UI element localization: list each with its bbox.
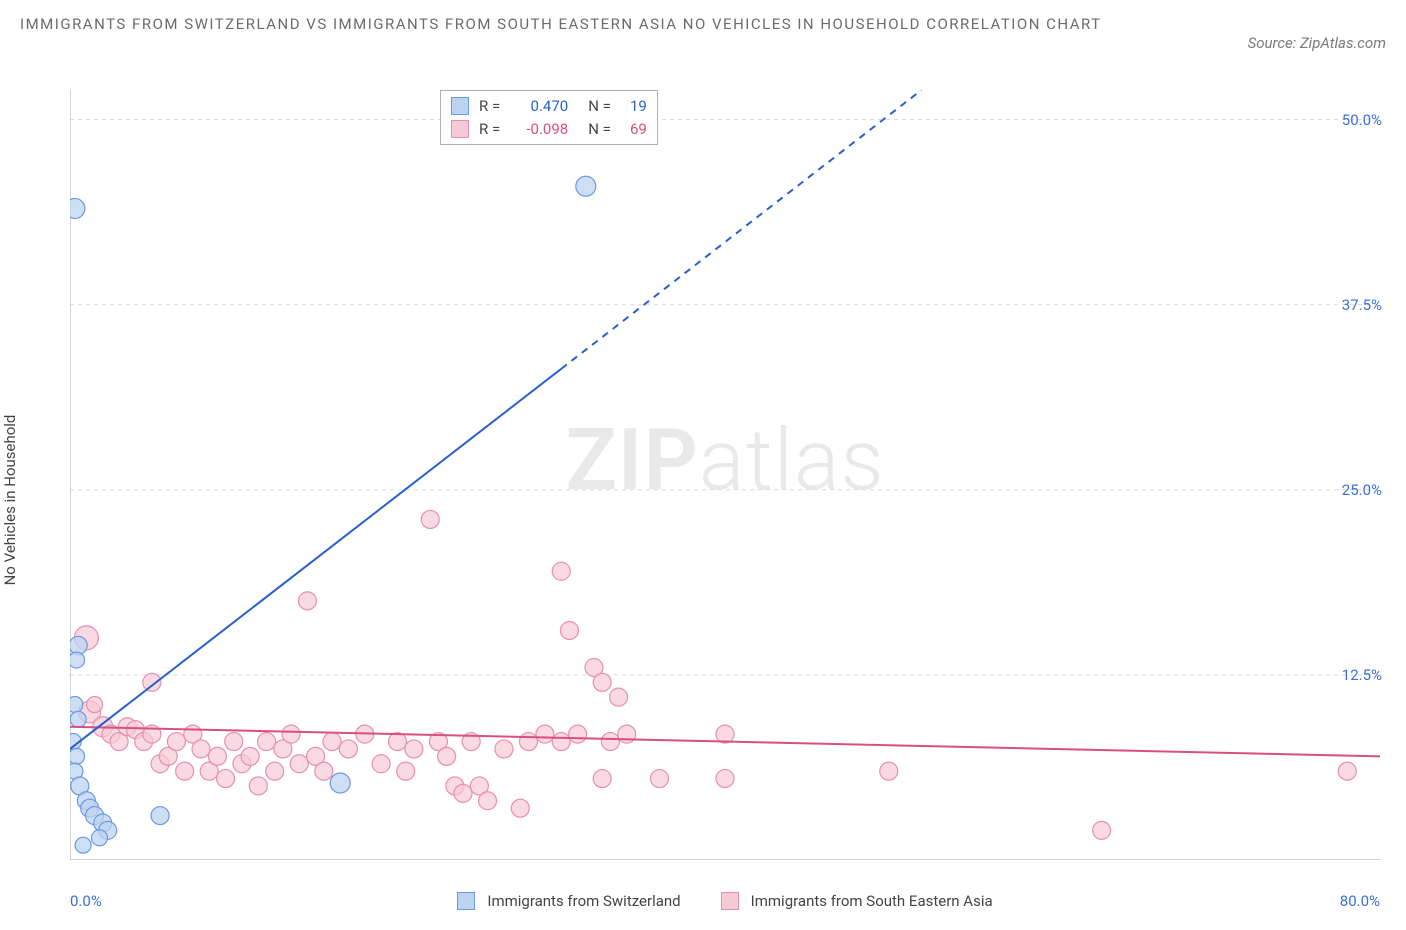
y-tick-label: 37.5% <box>1342 296 1382 314</box>
legend-label: Immigrants from Switzerland <box>487 892 680 910</box>
n-label: N = <box>588 95 611 118</box>
legend-label: Immigrants from South Eastern Asia <box>751 892 993 910</box>
source-attribution: Source: ZipAtlas.com <box>1248 34 1386 52</box>
n-value: 19 <box>617 95 647 118</box>
legend-swatch <box>451 120 469 138</box>
r-value: -0.098 <box>506 118 568 141</box>
stats-row: R = 0.470 N = 19 <box>451 95 647 118</box>
legend-item: Immigrants from South Eastern Asia <box>721 892 993 910</box>
legend-swatch <box>457 892 475 910</box>
n-label: N = <box>588 118 611 141</box>
x-axis-min-label: 0.0% <box>70 892 102 910</box>
chart-header: IMMIGRANTS FROM SWITZERLAND VS IMMIGRANT… <box>0 0 1406 52</box>
chart-area: No Vehicles in Household ZIPatlas R =0.4… <box>20 90 1390 910</box>
chart-title: IMMIGRANTS FROM SWITZERLAND VS IMMIGRANT… <box>20 12 1102 36</box>
x-axis-max-label: 80.0% <box>1340 892 1380 910</box>
r-label: R = <box>479 118 500 141</box>
y-tick-label: 50.0% <box>1342 111 1382 129</box>
r-label: R = <box>479 95 500 118</box>
y-tick-label: 12.5% <box>1342 666 1382 684</box>
r-value: 0.470 <box>506 95 568 118</box>
correlation-stats-box: R = 0.470 N = 19 R = -0.098 N = 69 <box>440 90 658 145</box>
legend-items: Immigrants from Switzerland Immigrants fr… <box>457 892 992 910</box>
legend-swatch <box>721 892 739 910</box>
legend-swatch <box>451 97 469 115</box>
scatter-plot-svg <box>70 90 1380 860</box>
stats-row: R = -0.098 N = 69 <box>451 118 647 141</box>
legend-item: Immigrants from Switzerland <box>457 892 680 910</box>
y-tick-label: 25.0% <box>1342 481 1382 499</box>
y-axis-label: No Vehicles in Household <box>1 415 19 586</box>
plot-area: ZIPatlas R =0.470N =19R =-0.098N =69 12.… <box>70 90 1380 860</box>
bottom-legend: 0.0% Immigrants from SwitzerlandImmigran… <box>70 892 1380 910</box>
n-value: 69 <box>617 118 647 141</box>
